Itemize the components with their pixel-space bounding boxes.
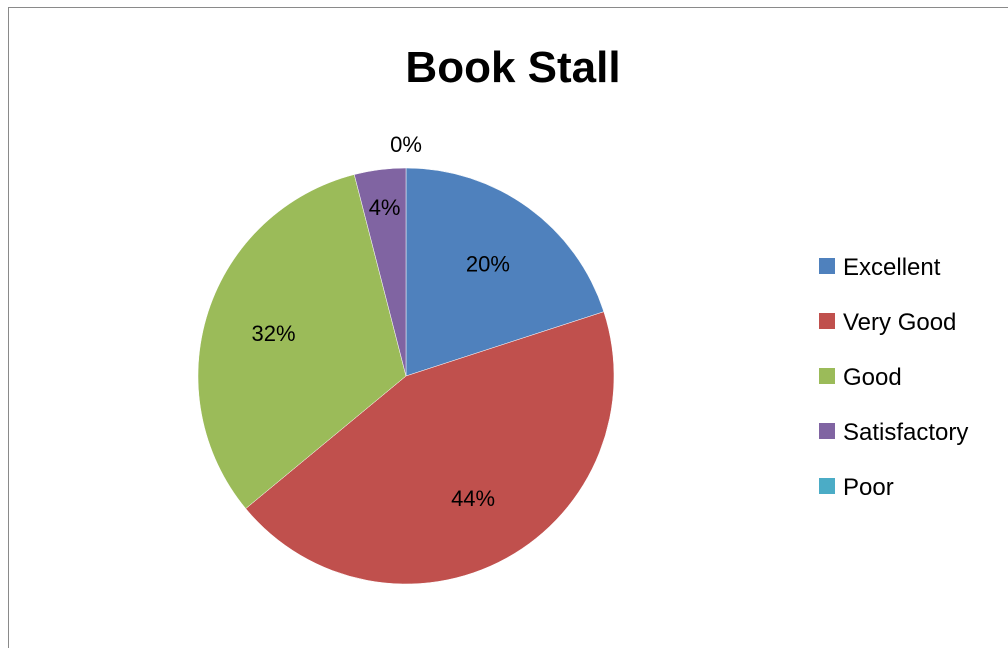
pie-slice-very-good [245,311,615,585]
legend-label-good: Good [843,364,902,391]
legend-label-very-good: Very Good [843,309,956,336]
data-label-satisfactory: 4% [369,195,401,220]
data-label-poor: 0% [390,132,422,157]
legend-swatch-poor [819,478,835,494]
legend-label-excellent: Excellent [843,254,941,281]
pie-slices [197,167,615,585]
pie-slice-excellent [405,167,605,377]
data-label-excellent: 20% [466,251,510,276]
legend-label-poor: Poor [843,474,894,501]
pie-slice-good [197,174,407,509]
legend-swatch-satisfactory [819,423,835,439]
pie-slice-satisfactory [353,167,407,377]
legend-swatch-good [819,368,835,384]
chart-legend: Excellent Very Good Good Satisfactory Poor [819,254,968,501]
legend-swatch-very-good [819,313,835,329]
data-label-very-good: 44% [451,486,495,511]
pie-data-labels: 20% 44% 32% 4% 0% [251,132,509,511]
legend-swatch-excellent [819,258,835,274]
chart-title: Book Stall [405,43,620,92]
data-label-good: 32% [251,321,295,346]
legend-label-satisfactory: Satisfactory [843,419,968,446]
